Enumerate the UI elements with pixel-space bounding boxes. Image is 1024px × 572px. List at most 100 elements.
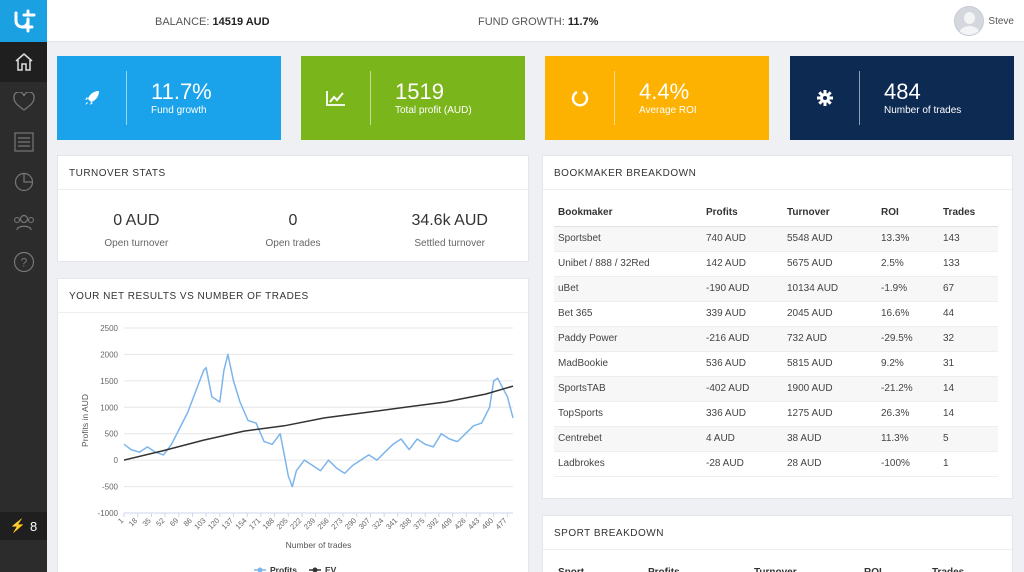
sidebar-item-favorites[interactable]	[0, 82, 47, 122]
kpi-fund-growth: 11.7% Fund growth	[57, 56, 281, 140]
column-header[interactable]: Bookmaker	[554, 200, 702, 227]
table-cell: 2045 AUD	[783, 301, 877, 327]
table-row: Centrebet 4 AUD 38 AUD 11.3% 5	[554, 426, 998, 452]
panel-title: TURNOVER STATS	[58, 156, 528, 190]
x-tick-label: 69	[168, 516, 180, 528]
x-tick-label: 137	[220, 516, 235, 531]
table-cell: 26.3%	[877, 401, 939, 427]
notification-counter[interactable]: ⚡ 8	[0, 512, 47, 540]
bolt-icon: ⚡	[9, 518, 26, 533]
help-icon: ?	[13, 251, 34, 273]
column-header[interactable]: Profits	[644, 560, 750, 572]
sport-table: Sport Profits Turnover ROI Trades	[554, 560, 998, 572]
column-header[interactable]: Trades	[939, 200, 998, 227]
table-cell: 732 AUD	[783, 326, 877, 352]
cog-icon	[816, 90, 833, 106]
table-cell: 11.3%	[877, 426, 939, 452]
table-cell: 5675 AUD	[783, 251, 877, 277]
sidebar-item-home[interactable]	[0, 42, 47, 82]
column-header[interactable]: Trades	[928, 560, 998, 572]
sidebar-item-users[interactable]	[0, 202, 47, 242]
x-tick-label: 52	[154, 516, 166, 528]
table-row: MadBookie 536 AUD 5815 AUD 9.2% 31	[554, 351, 998, 377]
panel-title: BOOKMAKER BREAKDOWN	[543, 156, 1012, 190]
column-header[interactable]: Turnover	[750, 560, 860, 572]
x-tick-label: 324	[370, 516, 385, 531]
x-tick-label: 103	[192, 516, 207, 531]
avatar	[954, 6, 985, 36]
x-tick-label: 290	[343, 516, 358, 531]
open-turnover-stat: 0 AUD Open turnover	[58, 212, 215, 249]
table-row: Sportsbet 740 AUD 5548 AUD 13.3% 143	[554, 226, 998, 252]
table-cell: -216 AUD	[702, 326, 783, 352]
sidebar-item-stats[interactable]	[0, 162, 47, 202]
balance-stat: BALANCE: 14519 AUD	[155, 16, 270, 28]
legend-label: EV	[325, 565, 337, 572]
table-cell: 16.6%	[877, 301, 939, 327]
kpi-value: 11.7%	[151, 79, 212, 104]
legend-marker	[312, 567, 318, 572]
app-logo[interactable]	[0, 0, 47, 42]
table-cell: Unibet / 888 / 32Red	[554, 251, 702, 277]
table-row: TopSports 336 AUD 1275 AUD 26.3% 14	[554, 401, 998, 427]
table-cell: 28 AUD	[783, 451, 877, 477]
table-cell: -100%	[877, 451, 939, 477]
y-tick-label: 1500	[100, 377, 118, 386]
x-tick-label: 273	[329, 516, 344, 531]
stat-label: Open turnover	[104, 238, 169, 249]
table-cell: -29.5%	[877, 326, 939, 352]
table-cell: -1.9%	[877, 276, 939, 302]
balance-label: BALANCE:	[155, 16, 210, 28]
table-cell: Sportsbet	[554, 226, 702, 252]
table-cell: -21.2%	[877, 376, 939, 402]
x-tick-label: 426	[452, 516, 467, 531]
table-cell: 2.5%	[877, 251, 939, 277]
x-tick-label: 341	[384, 516, 399, 531]
x-tick-label: 256	[316, 516, 331, 531]
table-row: Paddy Power -216 AUD 732 AUD -29.5% 32	[554, 326, 998, 352]
column-header[interactable]: ROI	[860, 560, 928, 572]
stat-value: 0 AUD	[113, 212, 160, 229]
y-tick-label: 2000	[100, 350, 118, 359]
table-cell: 4 AUD	[702, 426, 783, 452]
y-tick-label: -1000	[98, 509, 119, 518]
x-tick-label: 18	[127, 516, 139, 528]
sidebar: ? ⚡ 8	[0, 0, 47, 572]
table-cell: uBet	[554, 276, 702, 302]
table-cell: 5548 AUD	[783, 226, 877, 252]
bookmaker-table: Bookmaker Profits Turnover ROI Trades Sp…	[554, 200, 998, 477]
sidebar-item-help[interactable]: ?	[0, 242, 47, 282]
column-header[interactable]: ROI	[877, 200, 939, 227]
fund-growth-value: 11.7%	[567, 16, 599, 28]
table-cell: 67	[939, 276, 998, 302]
table-cell: 14	[939, 401, 998, 427]
settled-turnover-stat: 34.6k AUD Settled turnover	[371, 212, 528, 249]
stat-value: 34.6k AUD	[411, 212, 488, 229]
column-header[interactable]: Profits	[702, 200, 783, 227]
x-tick-label: 307	[357, 516, 372, 531]
table-row: SportsTAB -402 AUD 1900 AUD -21.2% 14	[554, 376, 998, 402]
table-cell: 1275 AUD	[783, 401, 877, 427]
column-header[interactable]: Turnover	[783, 200, 877, 227]
y-tick-label: 1000	[100, 403, 118, 412]
user-name: Steve	[988, 15, 1014, 27]
heart-icon	[12, 92, 35, 111]
net-results-panel: YOUR NET RESULTS VS NUMBER OF TRADES 250…	[57, 278, 529, 572]
table-cell: 1900 AUD	[783, 376, 877, 402]
table-cell: 32	[939, 326, 998, 352]
bookmaker-breakdown-panel: BOOKMAKER BREAKDOWN Bookmaker Profits Tu…	[542, 155, 1013, 499]
table-row: Ladbrokes -28 AUD 28 AUD -100% 1	[554, 451, 998, 477]
table-cell: SportsTAB	[554, 376, 702, 402]
stat-value: 0	[288, 212, 298, 229]
column-header[interactable]: Sport	[554, 560, 644, 572]
sidebar-item-list[interactable]	[0, 122, 47, 162]
table-row: Bet 365 339 AUD 2045 AUD 16.6% 44	[554, 301, 998, 327]
x-tick-label: 205	[274, 516, 289, 531]
y-axis-label: Profits in AUD	[80, 394, 90, 447]
kpi-label: Fund growth	[151, 105, 207, 116]
table-cell: 5	[939, 426, 998, 452]
user-menu[interactable]: Steve	[954, 6, 1014, 36]
table-cell: -190 AUD	[702, 276, 783, 302]
stat-label: Open trades	[265, 238, 321, 249]
